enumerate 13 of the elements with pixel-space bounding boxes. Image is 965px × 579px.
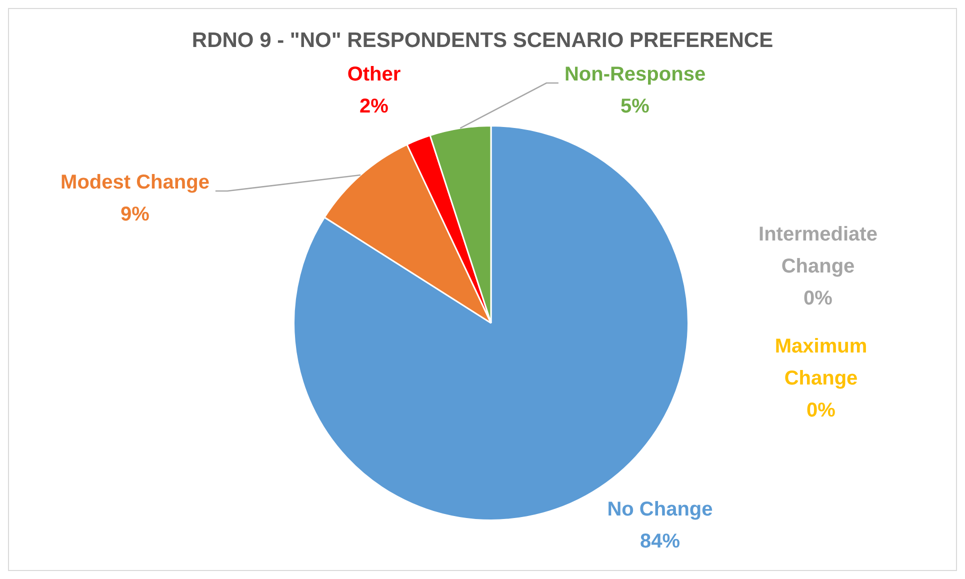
category-label: Maximum Change — [774, 336, 868, 390]
slice-label: Non-Response — [564, 64, 706, 86]
data-label: 84% — [640, 530, 680, 553]
data-label: 2% — [360, 96, 389, 118]
chart-title: RDNO 9 - "NO" RESPONDENTS SCENARIO PREFERENCE — [192, 28, 774, 52]
data-label: 5% — [620, 96, 650, 118]
text: 0% — [806, 400, 836, 422]
slice-label: Other — [347, 64, 401, 86]
text: 0% — [804, 288, 832, 310]
category-label: Intermediate Change — [758, 224, 878, 278]
slice-label: No Change — [607, 498, 713, 521]
slice-label: Modest Change — [60, 172, 210, 194]
data-label: 9% — [120, 204, 150, 226]
